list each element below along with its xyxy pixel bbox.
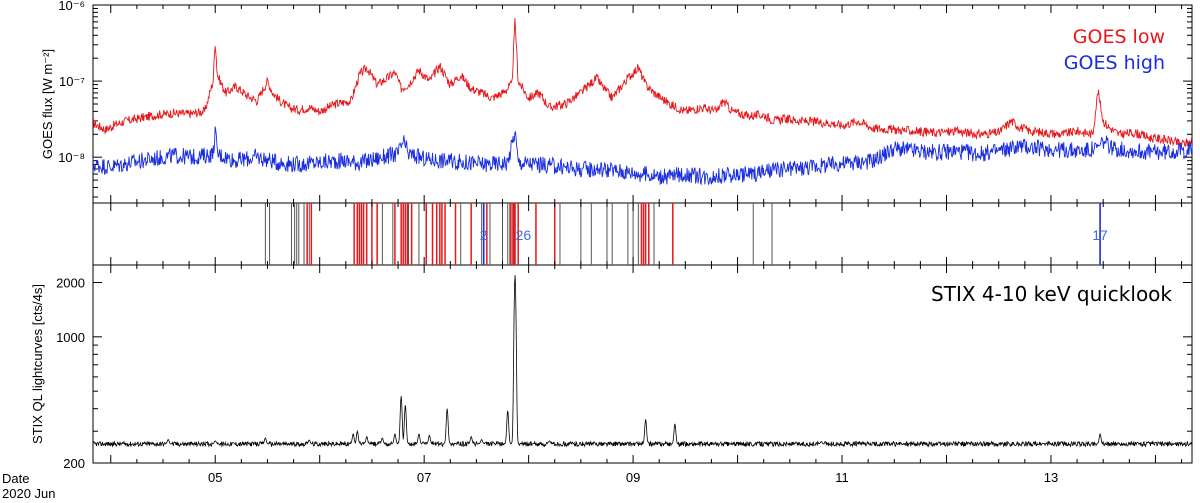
goes-series-high (92, 126, 1193, 186)
stix-ticks: 2000 1000 200 (56, 275, 1192, 471)
xlabel-date: Date (2, 471, 29, 486)
stix-ytick-label: 1000 (56, 330, 85, 345)
goes-ytick-label: 10⁻⁶ (58, 0, 85, 13)
legend-goes-low: GOES low (1073, 26, 1165, 48)
goes-ticks: 10⁻⁶ 10⁻⁷ 10⁻⁸ (58, 0, 1192, 198)
markers-panel-frame (92, 202, 1193, 266)
event-markers: 2 26 17 (264, 203, 1108, 265)
stix-ytick-label: 200 (63, 456, 85, 471)
stix-title: STIX 4-10 keV quicklook (931, 282, 1172, 306)
event-marker-label: 26 (516, 227, 532, 243)
goes-ytick-label: 10⁻⁸ (58, 150, 85, 165)
goes-series (92, 18, 1193, 186)
x-tick-label: 09 (626, 470, 640, 485)
stix-panel-frame (92, 264, 1193, 464)
stix-ylabel: STIX QL lightcurves [cts/4s] (30, 284, 45, 444)
x-tick-label: 05 (208, 470, 222, 485)
x-tick-label: 11 (835, 470, 849, 485)
x-tick-label: 07 (417, 470, 431, 485)
legend-goes-high: GOES high (1064, 52, 1165, 74)
goes-ylabel: GOES flux [W m⁻²] (40, 49, 55, 159)
x-axis: 05 07 09 11 13 (110, 5, 1183, 485)
x-tick-label: 13 (1044, 470, 1058, 485)
stix-series (92, 275, 1193, 448)
goes-ytick-label: 10⁻⁷ (59, 74, 85, 89)
event-marker-label: 17 (1092, 227, 1108, 243)
xlabel-month: 2020 Jun (2, 486, 56, 501)
stix-lightcurve (92, 275, 1193, 448)
stix-ytick-label: 2000 (56, 275, 85, 290)
goes-series-low (93, 18, 1193, 148)
event-marker-label: 2 (480, 227, 488, 243)
